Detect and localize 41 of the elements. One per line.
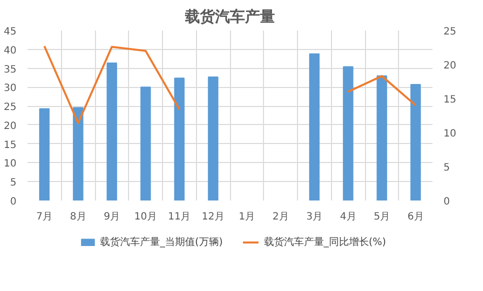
y2-tick-label: 20 [444, 60, 456, 72]
y-tick-label: 30 [4, 83, 17, 94]
y-tick-label: 25 [4, 102, 17, 114]
y-tick-label: 10 [4, 158, 17, 170]
x-tick-label: 5月 [374, 212, 390, 222]
bar [174, 78, 185, 200]
y2-tick-label: 0 [444, 196, 450, 208]
chart-title: 载货汽车产量 [184, 8, 275, 26]
y2-tick-label: 5 [444, 162, 450, 174]
bar [342, 66, 354, 200]
y2-tick-label: 25 [444, 26, 456, 38]
bar [106, 62, 118, 200]
x-tick-label: 11月 [168, 212, 191, 222]
y-tick-label: 20 [4, 120, 17, 132]
x-tick-label: 2月 [272, 212, 289, 222]
x-tick-label: 8月 [70, 212, 86, 222]
x-tick-label: 7月 [36, 212, 53, 222]
bar [72, 107, 84, 200]
y-tick-label: 15 [4, 140, 17, 151]
x-tick-label: 10月 [134, 212, 157, 222]
x-tick-label: 6月 [407, 212, 424, 222]
bar [208, 76, 218, 200]
bar [376, 75, 388, 200]
bar [140, 86, 151, 200]
y2-tick-label: 10 [444, 128, 456, 140]
y-tick-label: 35 [4, 64, 17, 76]
x-tick-label: 3月 [306, 212, 323, 222]
bar [410, 84, 421, 200]
y-tick-label: 40 [4, 45, 17, 56]
y-tick-label: 0 [10, 196, 17, 208]
y-tick-label: 45 [4, 26, 17, 38]
legend-label: 载货汽车产量_同比增长(%) [264, 236, 386, 249]
bar [39, 108, 50, 200]
x-tick-label: 4月 [340, 212, 356, 222]
y-tick-label: 5 [10, 178, 17, 189]
x-tick-label: 12月 [202, 212, 224, 222]
legend-label: 载货汽车产量_当期值(万辆) [100, 236, 223, 249]
y2-tick-label: 15 [444, 94, 456, 106]
x-tick-label: 9月 [104, 212, 120, 222]
bar [309, 53, 320, 200]
x-tick-label: 1月 [238, 212, 256, 222]
